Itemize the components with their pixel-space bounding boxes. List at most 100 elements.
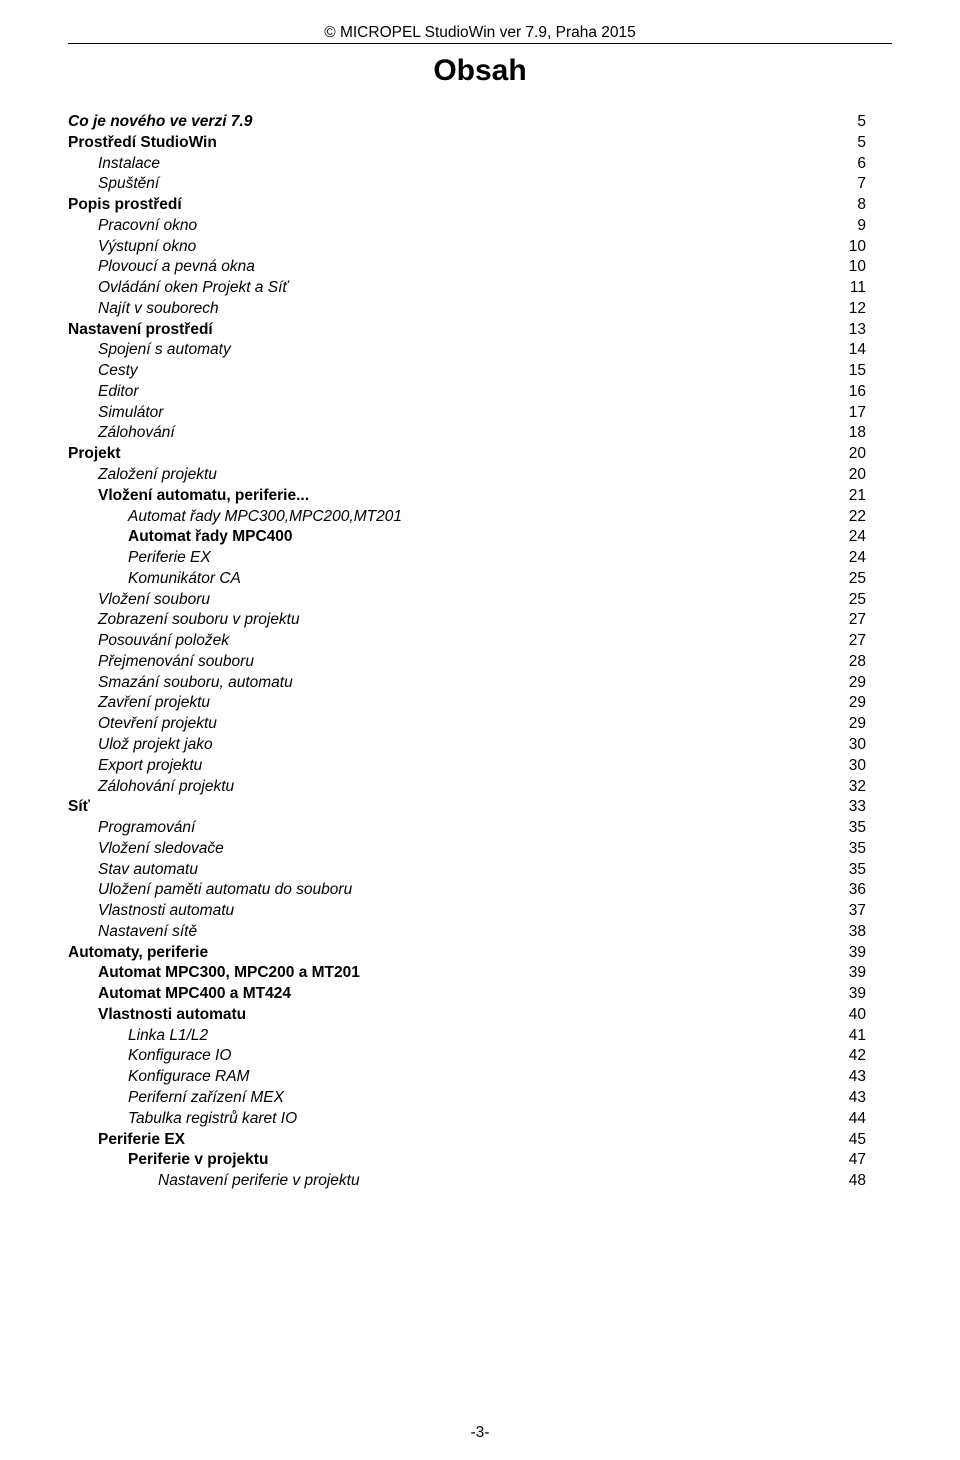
toc-row: Spuštění 7 [68, 174, 866, 195]
toc-page-number: 22 [820, 507, 866, 528]
toc-page-number: 7 [820, 174, 866, 195]
toc-label: Projekt [68, 444, 121, 465]
toc-row: Výstupní okno10 [68, 237, 866, 258]
toc-label: Co je nového ve verzi 7.9 [68, 112, 252, 133]
toc-row: Pracovní okno9 [68, 216, 866, 237]
toc-row: Automat MPC300, MPC200 a MT20139 [68, 963, 866, 984]
toc-label: Uložení paměti automatu do souboru [68, 880, 352, 901]
toc-page-number: 29 [820, 693, 866, 714]
toc-row: Založení projektu20 [68, 465, 866, 486]
toc-label: Popis prostředí [68, 195, 182, 216]
toc-row: Zavření projektu 29 [68, 693, 866, 714]
toc-label: Automaty, periferie [68, 943, 208, 964]
toc-label: Periferní zařízení MEX [68, 1088, 284, 1109]
toc-page-number: 41 [820, 1026, 866, 1047]
toc-page-number: 24 [820, 527, 866, 548]
toc-row: Otevření projektu29 [68, 714, 866, 735]
toc-row: Linka L1/L2 41 [68, 1026, 866, 1047]
toc-label: Najít v souborech [68, 299, 219, 320]
toc-page-number: 48 [820, 1171, 866, 1192]
toc-page-number: 27 [820, 631, 866, 652]
toc-label: Zavření projektu [68, 693, 210, 714]
toc-row: Nastavení periferie v projektu48 [68, 1171, 866, 1192]
toc-page-number: 21 [820, 486, 866, 507]
toc-page-number: 6 [820, 154, 866, 175]
toc-row: Automat řady MPC40024 [68, 527, 866, 548]
toc-row: Periferie v projektu 47 [68, 1150, 866, 1171]
toc-row: Zobrazení souboru v projektu27 [68, 610, 866, 631]
toc-page-number: 40 [820, 1005, 866, 1026]
toc-label: Nastavení sítě [68, 922, 197, 943]
toc-row: Nastavení prostředí 13 [68, 320, 866, 341]
toc-page-number: 36 [820, 880, 866, 901]
toc-row: Přejmenování souboru 28 [68, 652, 866, 673]
toc-label: Zálohování projektu [68, 777, 234, 798]
toc-label: Ovládání oken Projekt a Síť [68, 278, 288, 299]
toc-page-number: 28 [820, 652, 866, 673]
toc-row: Uložení paměti automatu do souboru 36 [68, 880, 866, 901]
toc-page-number: 44 [820, 1109, 866, 1130]
toc-page-number: 17 [820, 403, 866, 424]
toc-row: Plovoucí a pevná okna10 [68, 257, 866, 278]
toc-row: Komunikátor CA25 [68, 569, 866, 590]
toc-page-number: 39 [820, 943, 866, 964]
toc-label: Přejmenování souboru [68, 652, 254, 673]
toc-page-number: 13 [820, 320, 866, 341]
toc-label: Simulátor [68, 403, 163, 424]
toc-row: Síť33 [68, 797, 866, 818]
toc-page-number: 37 [820, 901, 866, 922]
toc-row: Simulátor 17 [68, 403, 866, 424]
toc-page-number: 47 [820, 1150, 866, 1171]
toc-label: Zálohování [68, 423, 175, 444]
toc-page-number: 43 [820, 1088, 866, 1109]
toc-page-number: 43 [820, 1067, 866, 1088]
toc-row: Konfigurace RAM43 [68, 1067, 866, 1088]
toc-label: Nastavení prostředí [68, 320, 213, 341]
toc-row: Automaty, periferie 39 [68, 943, 866, 964]
toc-row: Nastavení sítě 38 [68, 922, 866, 943]
toc-row: Stav automatu35 [68, 860, 866, 881]
toc-label: Pracovní okno [68, 216, 197, 237]
toc-page-number: 16 [820, 382, 866, 403]
toc-page-number: 38 [820, 922, 866, 943]
toc-row: Ulož projekt jako30 [68, 735, 866, 756]
toc-row: Ovládání oken Projekt a Síť 11 [68, 278, 866, 299]
toc-row: Spojení s automaty14 [68, 340, 866, 361]
toc-page-number: 25 [820, 590, 866, 611]
toc-label: Periferie v projektu [68, 1150, 268, 1171]
toc-label: Vložení souboru [68, 590, 210, 611]
toc-label: Komunikátor CA [68, 569, 241, 590]
toc-row: Periferní zařízení MEX 43 [68, 1088, 866, 1109]
toc-label: Periferie EX [68, 1130, 185, 1151]
toc-page-number: 11 [820, 278, 866, 299]
toc-row: Periferie EX45 [68, 1130, 866, 1151]
toc-label: Vlastnosti automatu [68, 901, 234, 922]
toc-row: Vlastnosti automatu 37 [68, 901, 866, 922]
toc-page-number: 20 [820, 465, 866, 486]
toc-row: Konfigurace IO42 [68, 1046, 866, 1067]
toc-page-number: 42 [820, 1046, 866, 1067]
toc-label: Editor [68, 382, 139, 403]
toc-label: Linka L1/L2 [68, 1026, 208, 1047]
toc-page-number: 20 [820, 444, 866, 465]
toc-page-number: 10 [820, 237, 866, 258]
toc-row: Export projektu30 [68, 756, 866, 777]
toc-page-number: 29 [820, 673, 866, 694]
toc-row: Vložení automatu, periferie...21 [68, 486, 866, 507]
toc-row: Vložení souboru 25 [68, 590, 866, 611]
toc-page-number: 27 [820, 610, 866, 631]
toc-label: Vložení sledovače [68, 839, 224, 860]
toc-page-number: 15 [820, 361, 866, 382]
toc-page-number: 8 [820, 195, 866, 216]
toc-row: Popis prostředí 8 [68, 195, 866, 216]
toc-row: Prostředí StudioWin5 [68, 133, 866, 154]
document-page: © MICROPEL StudioWin ver 7.9, Praha 2015… [0, 0, 960, 1460]
toc-page-number: 24 [820, 548, 866, 569]
toc-row: Tabulka registrů karet IO44 [68, 1109, 866, 1130]
toc-label: Spuštění [68, 174, 159, 195]
toc-label: Programování [68, 818, 195, 839]
toc-row: Najít v souborech12 [68, 299, 866, 320]
toc-page-number: 10 [820, 257, 866, 278]
header-text: © MICROPEL StudioWin ver 7.9, Praha 2015 [68, 24, 892, 44]
toc-page-number: 18 [820, 423, 866, 444]
